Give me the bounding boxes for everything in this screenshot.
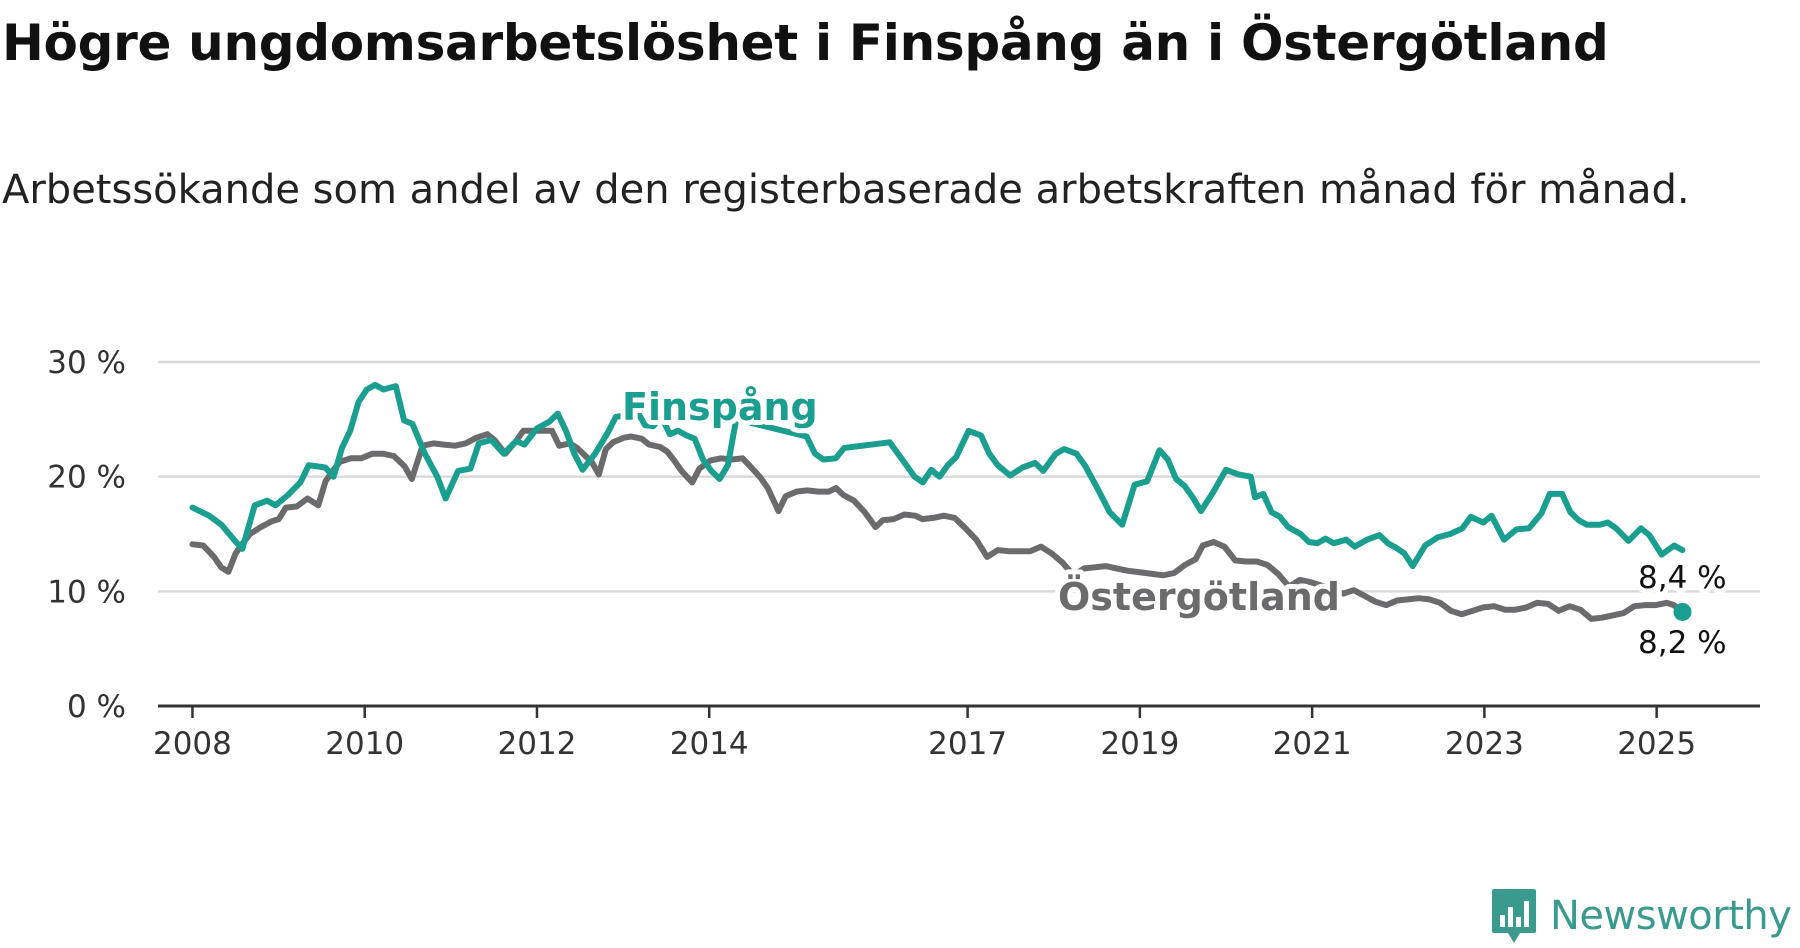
series-label-ostergotland-halo: Östergötland: [1058, 575, 1340, 619]
end-label-finspang: 8,4 %: [1638, 560, 1727, 596]
x-tick-label: 2019: [1100, 726, 1179, 762]
series-labels: FinspångFinspångÖstergötlandÖstergötland…: [617, 380, 1732, 666]
series-label-ostergotland: Östergötland: [1058, 575, 1340, 619]
end-label-ostergotland-halo: 8,2 %: [1638, 625, 1727, 661]
x-tick-label: 2025: [1617, 726, 1696, 762]
end-label-ostergotland: 8,2 %: [1638, 625, 1727, 661]
series-line-ostergotland: [189, 427, 1686, 622]
x-tick-label: 2010: [325, 726, 404, 762]
y-tick-label: 0 %: [67, 689, 126, 725]
y-tick-label: 30 %: [47, 345, 126, 381]
y-tick-label: 20 %: [47, 460, 126, 496]
series-lines: [189, 381, 1692, 622]
x-tick-label: 2023: [1445, 726, 1524, 762]
x-axis: 2008 2010 2012 2014 2017 2019 2021 2023 2025: [153, 704, 1760, 762]
grid-lines: [158, 360, 1760, 593]
x-tick-label: 2014: [670, 726, 749, 762]
series-line-finspang: [189, 381, 1686, 570]
brand-name: Newsworthy: [1550, 893, 1792, 939]
x-tick-label: 2017: [928, 726, 1007, 762]
x-tick-label: 2021: [1273, 726, 1352, 762]
newsworthy-logo-icon: [1492, 889, 1536, 943]
brand: Newsworthy: [1490, 886, 1792, 946]
series-label-finspang-halo: Finspång: [622, 385, 818, 429]
chart-title: Högre ungdomsarbetslöshet i Finspång än …: [2, 14, 1609, 72]
y-tick-label: 10 %: [47, 574, 126, 610]
x-tick-label: 2012: [498, 726, 577, 762]
end-label-finspang-halo: 8,4 %: [1638, 560, 1727, 596]
end-point-marker: [1673, 602, 1692, 621]
chart-subtitle: Arbetssökande som andel av den registerb…: [2, 167, 1690, 213]
y-axis: 0 % 10 % 20 % 30 %: [47, 345, 126, 725]
x-tick-label: 2008: [153, 726, 232, 762]
series-label-finspang: Finspång: [622, 385, 818, 429]
